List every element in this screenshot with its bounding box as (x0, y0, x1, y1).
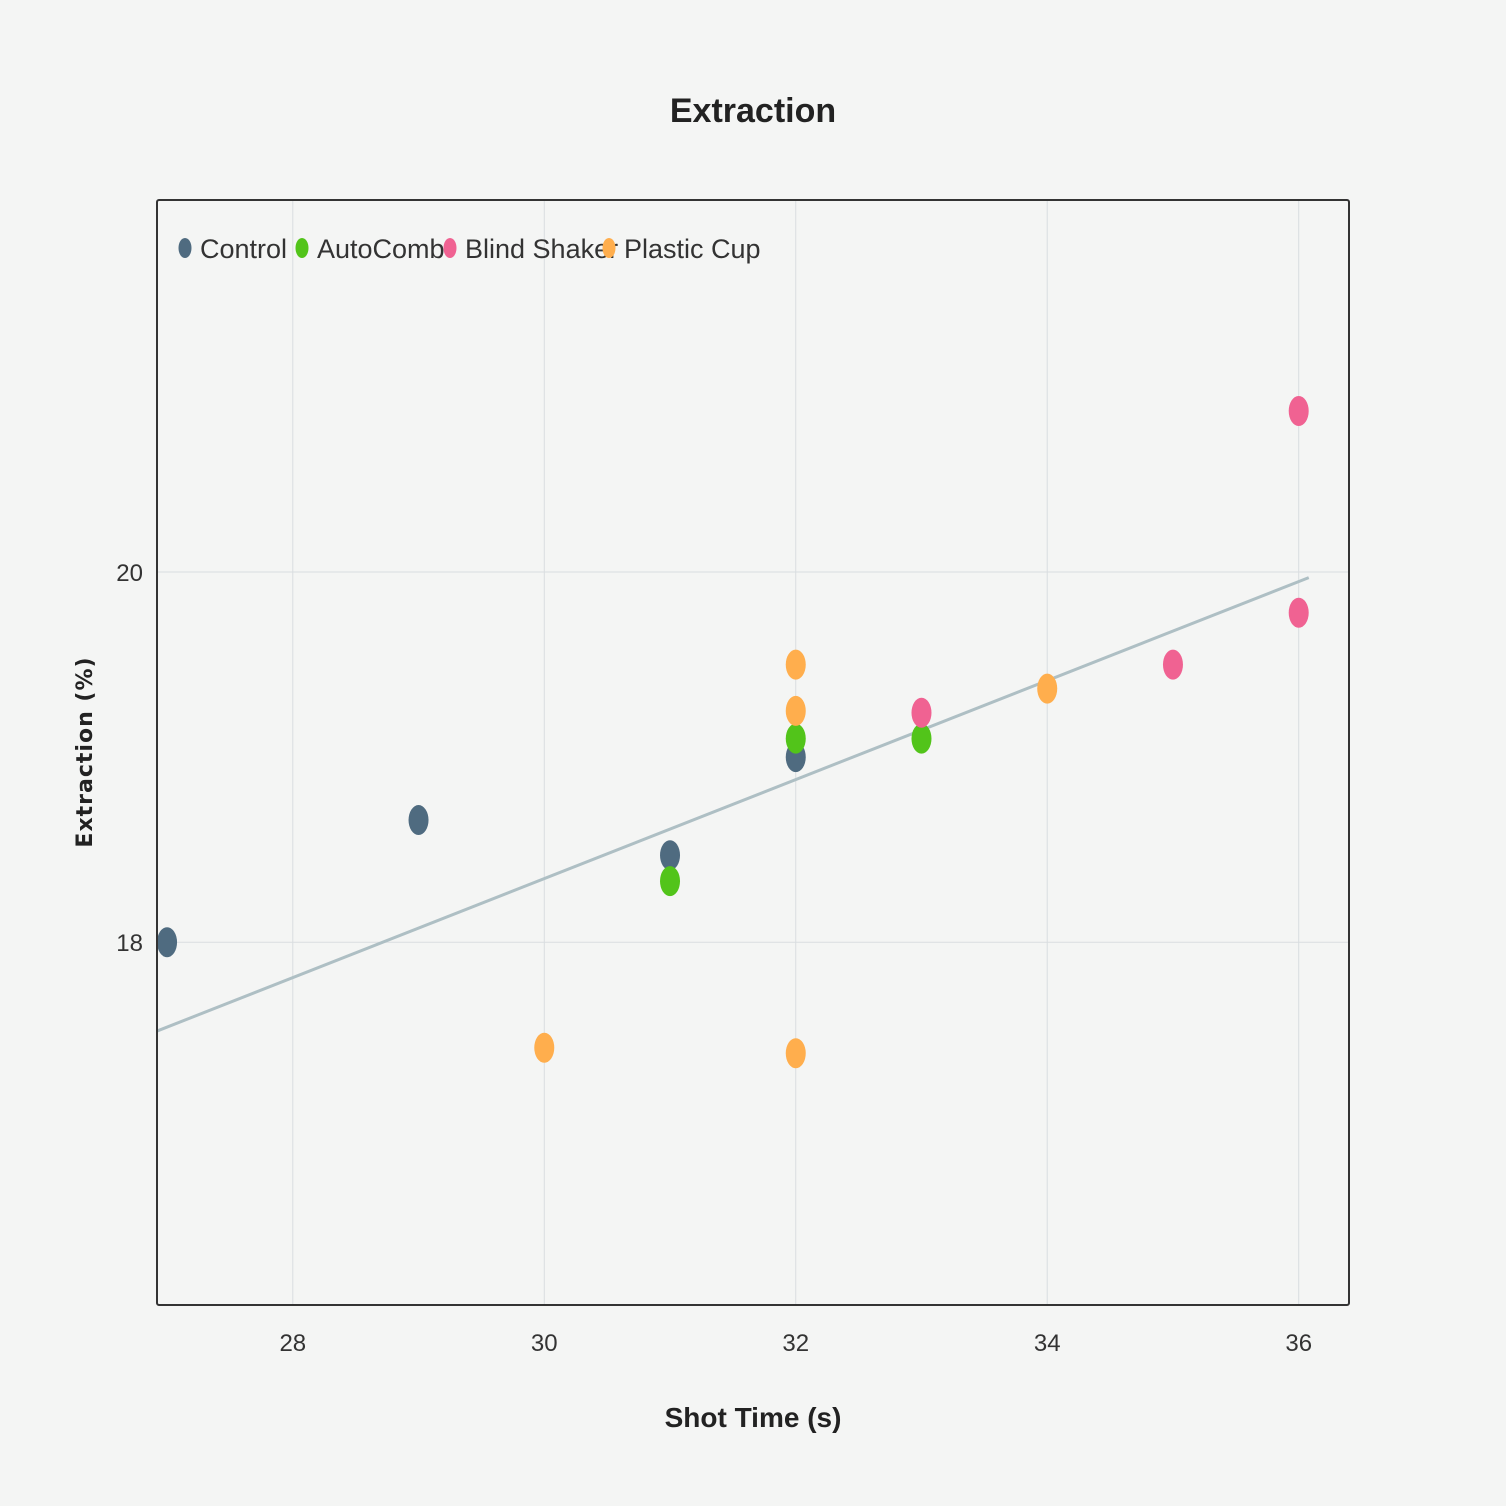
x-tick-label: 28 (279, 1330, 306, 1357)
grid (157, 200, 1349, 1305)
legend-label: Control (200, 234, 287, 264)
legend-label: Plastic Cup (624, 234, 761, 264)
legend-marker-icon (602, 238, 616, 258)
legend-marker-icon (443, 238, 457, 258)
legend-item-control[interactable]: Control (178, 234, 288, 264)
plot-frame (156, 199, 1350, 1306)
data-point-control (660, 840, 681, 871)
legend-marker-icon (178, 238, 192, 258)
data-point-plastic-cup (785, 649, 806, 680)
data-point-autocomb (660, 866, 681, 897)
legend-label: Blind Shaker (465, 234, 618, 264)
y-tick-label: 18 (116, 930, 143, 957)
data-points (157, 396, 1309, 1069)
y-axis-title: Extraction (%) (73, 656, 98, 847)
data-point-control (408, 805, 429, 836)
legend-item-autocomb[interactable]: AutoComb (295, 234, 445, 264)
data-point-blind-shaker (1288, 396, 1309, 427)
data-point-plastic-cup (534, 1032, 555, 1063)
x-tick-label: 36 (1285, 1330, 1312, 1357)
chart-title: Extraction (670, 92, 836, 130)
legend-item-plastic-cup[interactable]: Plastic Cup (602, 234, 761, 264)
data-point-blind-shaker (911, 697, 932, 728)
legend-label: AutoComb (317, 234, 445, 264)
data-point-blind-shaker (1288, 597, 1309, 628)
data-point-control (157, 927, 178, 958)
x-tick-labels: 28 30 32 34 36 (279, 1330, 1312, 1357)
legend-marker-icon (295, 238, 309, 258)
x-tick-label: 30 (531, 1330, 558, 1357)
legend-item-blind-shaker[interactable]: Blind Shaker (443, 234, 619, 264)
data-point-autocomb (911, 723, 932, 754)
y-tick-label: 20 (116, 560, 143, 587)
trendline (156, 576, 1310, 1033)
data-point-plastic-cup (785, 695, 806, 726)
data-point-plastic-cup (1037, 673, 1058, 704)
x-tick-label: 32 (782, 1330, 809, 1357)
x-axis-title: Shot Time (s) (665, 1402, 842, 1433)
trendline-path (156, 576, 1310, 1033)
legend: Control AutoComb Blind Shaker Plastic Cup (178, 234, 761, 264)
x-tick-label: 34 (1034, 1330, 1061, 1357)
data-point-autocomb (785, 723, 806, 754)
data-point-blind-shaker (1162, 649, 1183, 680)
data-point-plastic-cup (785, 1038, 806, 1069)
